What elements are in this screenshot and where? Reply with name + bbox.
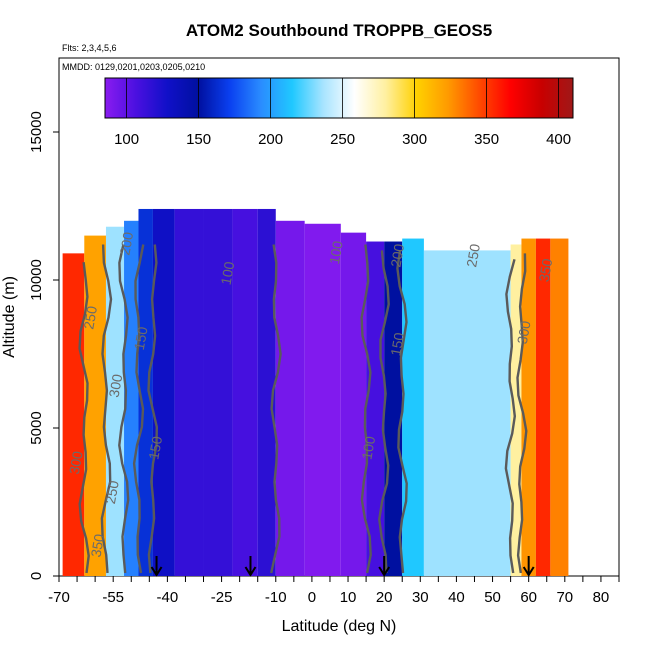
contour-line	[118, 244, 130, 574]
y-tick-label: 10000	[28, 259, 45, 301]
curtain-band	[402, 238, 424, 576]
x-tick-label: 60	[520, 589, 537, 606]
curtain-band	[304, 223, 341, 576]
curtain-band	[138, 208, 153, 576]
contour-line	[516, 253, 528, 574]
colorbar-tick-label: 400	[546, 131, 571, 148]
contour-labels: 300 350 250 300 250 200 150 150 100 100 100 150 200 2…	[66, 231, 556, 559]
curtain-band	[152, 208, 175, 576]
x-tick-label: 40	[448, 589, 465, 606]
curtain-band	[257, 208, 276, 576]
contour-line	[504, 258, 516, 574]
contour-line	[378, 250, 390, 574]
curtain-band	[510, 244, 522, 577]
x-axis-label: Latitude (deg N)	[282, 618, 397, 635]
contour-label: 300	[514, 319, 534, 345]
contour-label: 100	[218, 260, 238, 286]
contour-label: 200	[116, 231, 136, 257]
colorbar-tick-label: 100	[114, 131, 139, 148]
curtain-bands	[62, 208, 569, 577]
flights-note: Flts: 2,3,4,5,6	[62, 43, 117, 53]
curtain-band	[423, 250, 511, 576]
curtain-band	[535, 238, 551, 576]
dates-note: MMDD: 0129,0201,0203,0205,0210	[62, 62, 205, 72]
contour-line	[360, 244, 372, 574]
x-tick-label: 10	[340, 589, 357, 606]
arrow-markers	[150, 556, 535, 577]
contour-label: 350	[536, 257, 556, 283]
curtain-band	[174, 208, 204, 576]
colorbar-tick-label: 250	[330, 131, 355, 148]
contour-line	[270, 244, 282, 574]
contour-label: 250	[102, 479, 122, 505]
arrow-marker	[522, 556, 535, 577]
contour-label: 150	[145, 435, 165, 461]
curtain-band	[366, 241, 385, 576]
colorbar-tick-label: 150	[186, 131, 211, 148]
contour-label: 250	[463, 242, 483, 268]
arrow-marker	[378, 556, 391, 577]
contour-label: 100	[358, 435, 378, 461]
contour-label: 200	[387, 242, 407, 268]
contour-label: 150	[131, 325, 151, 351]
colorbar-tick-label: 350	[474, 131, 499, 148]
curtain-band	[105, 226, 125, 576]
arrow-marker	[244, 556, 257, 577]
curtain-band	[84, 235, 106, 576]
x-tick-label: 80	[593, 589, 610, 606]
x-tick-label: 30	[412, 589, 429, 606]
x-tick-label: 20	[376, 589, 393, 606]
x-tick-label: 50	[484, 589, 501, 606]
x-axis: -70 -55 -40 -25 -10 0 10 20 30 40 50 60 70 80	[48, 576, 620, 606]
contour-line	[132, 244, 145, 574]
x-tick-label: -70	[48, 589, 70, 606]
contour-label: 350	[88, 532, 108, 558]
chart-title: ATOM2 Southbound TROPPB_GEOS5	[186, 21, 492, 40]
y-axis-label: Altitude (m)	[1, 276, 18, 358]
y-tick-label: 15000	[28, 111, 45, 153]
curtain-band	[521, 238, 536, 576]
contour-label: 100	[326, 239, 346, 265]
contour-lines	[78, 244, 528, 574]
contour-line	[147, 244, 158, 574]
x-tick-label: -10	[265, 589, 287, 606]
colorbar-tick-label: 200	[258, 131, 283, 148]
curtain-band	[550, 238, 569, 576]
contour-label: 300	[66, 450, 86, 476]
y-axis: 0 5000 10000 15000	[28, 111, 59, 580]
curtain-band	[340, 232, 367, 576]
x-tick-label: 70	[556, 589, 573, 606]
contour-line	[396, 250, 408, 574]
x-tick-label: -55	[102, 589, 124, 606]
curtain-band	[203, 208, 233, 576]
contour-line	[100, 244, 113, 574]
colorbar-tick-label: 300	[402, 131, 427, 148]
contour-label: 300	[106, 373, 126, 399]
y-tick-label: 0	[28, 572, 45, 580]
curtain-band	[232, 208, 258, 576]
y-tick-label: 5000	[28, 411, 45, 444]
curtain-band	[62, 253, 85, 577]
arrow-marker	[150, 556, 163, 577]
x-tick-label: -40	[157, 589, 179, 606]
colorbar: 100 150 200 250 300 350 400	[104, 77, 574, 148]
contour-label: 150	[387, 331, 407, 357]
curtain-band	[275, 220, 305, 577]
colorbar-gradient	[104, 77, 574, 119]
contour-line	[78, 262, 90, 574]
contour-label: 250	[80, 305, 100, 331]
curtain-band	[384, 241, 403, 576]
x-tick-label: 0	[308, 589, 316, 606]
x-tick-label: -25	[211, 589, 233, 606]
